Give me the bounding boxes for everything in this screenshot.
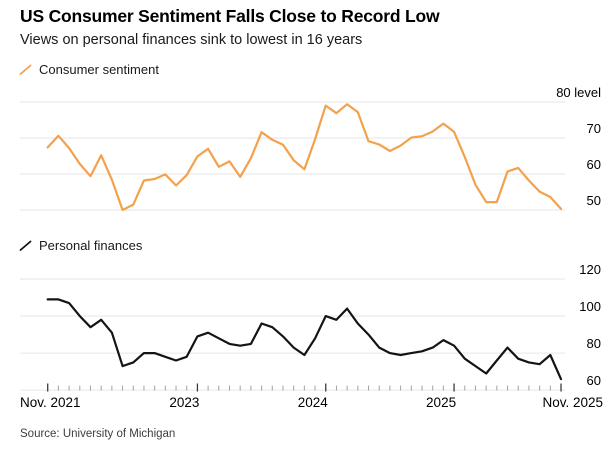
consumer-sentiment-line [46, 103, 563, 212]
y-axis-label: 100 [579, 299, 601, 314]
legend-label-personal-finances: Personal finances [39, 238, 143, 253]
page-title: US Consumer Sentiment Falls Close to Rec… [20, 6, 440, 26]
y-axis-label: 80 level [556, 85, 601, 100]
x-axis-label: 2023 [169, 395, 199, 410]
personal-finances-line [46, 298, 563, 381]
x-axis-label: Nov. 2025 [542, 395, 603, 410]
source-note: Source: University of Michigan [20, 428, 176, 440]
y-axis-label: 70 [587, 121, 601, 136]
chart-subtitle: Views on personal finances sink to lowes… [20, 32, 363, 48]
x-axis-label: 2025 [426, 395, 456, 410]
legend-label-consumer-sentiment: Consumer sentiment [39, 62, 159, 77]
y-axis-label: 50 [587, 193, 601, 208]
legend-personal-finances: Personal finances [19, 238, 142, 253]
legend-consumer-sentiment: Consumer sentiment [19, 62, 159, 77]
x-axis-label: Nov. 2021 [20, 395, 81, 410]
orange-slash-icon [19, 64, 32, 75]
y-axis-label: 120 [579, 262, 601, 277]
black-slash-icon [19, 240, 32, 251]
y-axis-label: 60 [587, 157, 601, 172]
x-axis-label: 2024 [298, 395, 329, 410]
y-axis-label: 60 [587, 373, 601, 388]
y-axis-label: 80 [587, 336, 601, 351]
